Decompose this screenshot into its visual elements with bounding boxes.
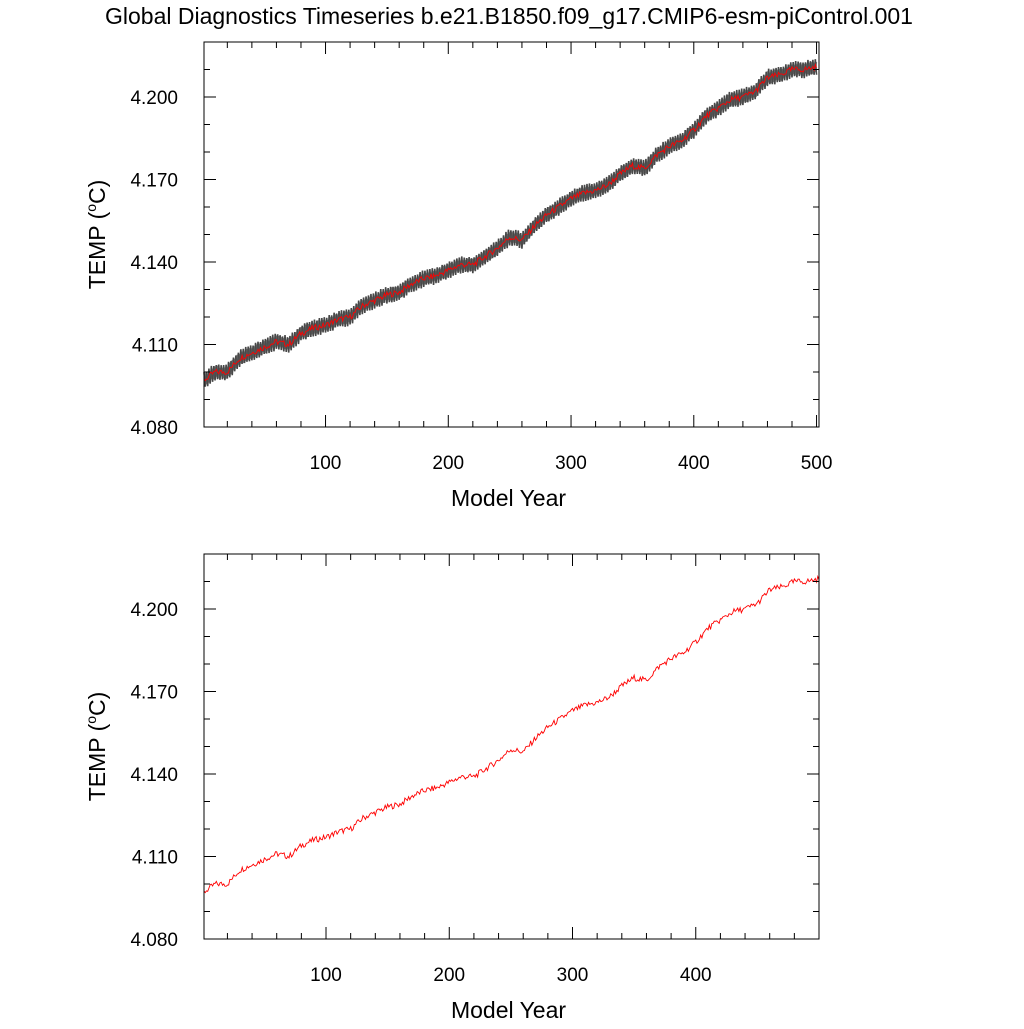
y-tick-label: 4.170 bbox=[130, 683, 178, 704]
y-axis-label: TEMP (oC) bbox=[83, 180, 110, 290]
plot-frame bbox=[203, 553, 820, 940]
x-tick-label: 300 bbox=[555, 453, 587, 474]
y-axis-label-superscript: o bbox=[83, 716, 99, 724]
y-tick-label: 4.140 bbox=[130, 253, 178, 274]
y-axis-label: TEMP (oC) bbox=[83, 692, 110, 802]
y-tick-label: 4.200 bbox=[130, 88, 178, 109]
y-tick-label: 4.080 bbox=[130, 418, 178, 439]
figure-title: Global Diagnostics Timeseries b.e21.B185… bbox=[105, 3, 913, 29]
chart-panel-top: 100 200 300 400 500 4.080 4.110 4.140 4.170 4.200… bbox=[83, 41, 833, 511]
series-seasonal-band-inner bbox=[203, 61, 818, 387]
series-annual-mean-line bbox=[203, 62, 817, 382]
y-axis-label-unit: C) bbox=[84, 692, 110, 716]
x-axis-label: Model Year bbox=[451, 485, 566, 511]
y-tick-label: 4.140 bbox=[130, 765, 178, 786]
y-tick-label: 4.080 bbox=[130, 930, 178, 951]
y-axis-label-unit: C) bbox=[84, 180, 110, 204]
x-tick-label: 200 bbox=[432, 453, 464, 474]
x-tick-label: 100 bbox=[310, 453, 342, 474]
x-tick-label: 200 bbox=[433, 965, 465, 986]
y-tick-label: 4.110 bbox=[132, 336, 178, 357]
y-axis-label-superscript: o bbox=[83, 204, 99, 212]
y-tick-label: 4.200 bbox=[130, 600, 178, 621]
x-tick-label: 100 bbox=[310, 965, 342, 986]
y-tick-label: 4.110 bbox=[132, 848, 178, 869]
y-tick-label: 4.170 bbox=[130, 171, 178, 192]
x-tick-label: 400 bbox=[678, 453, 710, 474]
chart-panel-bottom: 100 200 300 400 4.080 4.110 4.140 4.170 4.200 Mod… bbox=[83, 553, 820, 1023]
y-axis-label-main: TEMP ( bbox=[84, 211, 110, 289]
x-tick-label: 500 bbox=[801, 453, 833, 474]
x-axis-label: Model Year bbox=[451, 997, 566, 1023]
y-axis-label-main: TEMP ( bbox=[84, 723, 110, 801]
series-annual-mean-line bbox=[203, 574, 820, 894]
x-tick-label: 300 bbox=[557, 965, 589, 986]
x-tick-label: 400 bbox=[680, 965, 712, 986]
